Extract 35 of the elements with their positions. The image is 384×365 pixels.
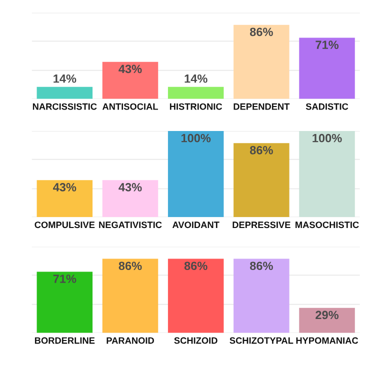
data-label: 43% — [53, 183, 76, 192]
x-tick-label: SCHIZOTYPAL — [230, 337, 294, 344]
x-tick-label: COMPULSIVE — [34, 222, 95, 228]
data-label: 86% — [184, 262, 208, 270]
bar — [299, 38, 355, 99]
data-label: 100% — [181, 134, 211, 142]
data-label: 14% — [184, 74, 208, 83]
x-tick-label: MASOCHISTIC — [296, 222, 359, 228]
data-label: 100% — [312, 134, 342, 142]
bar — [36, 86, 93, 99]
x-tick-label: BORDERLINE — [34, 337, 95, 344]
x-tick-label: PARANOID — [106, 337, 154, 344]
data-label: 29% — [316, 310, 339, 320]
data-label: 86% — [118, 262, 142, 270]
data-label: 86% — [250, 262, 273, 270]
x-tick-label: HYPOMANIAC — [296, 337, 358, 344]
x-tick-label: ANTISOCIAL — [102, 103, 158, 110]
x-tick-label: SCHIZOID — [174, 337, 218, 344]
bar — [234, 24, 290, 99]
x-tick-label: DEPENDENT — [234, 103, 290, 110]
data-label: 43% — [118, 64, 142, 74]
bar — [102, 62, 158, 99]
x-tick-label: SADISTIC — [306, 103, 348, 110]
data-label: 71% — [316, 40, 339, 49]
data-label: 86% — [250, 28, 273, 36]
data-label: 14% — [54, 74, 76, 83]
x-tick-label: NARCISSISTIC — [32, 103, 97, 110]
bar — [168, 86, 224, 99]
x-tick-label: NEGATIVISTIC — [99, 222, 162, 228]
x-tick-label: DEPRESSIVE — [232, 222, 290, 228]
x-tick-label: AVOIDANT — [172, 222, 220, 228]
x-tick-label: HISTRIONIC — [170, 103, 222, 110]
data-label: 86% — [250, 146, 273, 154]
data-label: 71% — [53, 274, 76, 283]
data-label: 43% — [118, 183, 142, 192]
